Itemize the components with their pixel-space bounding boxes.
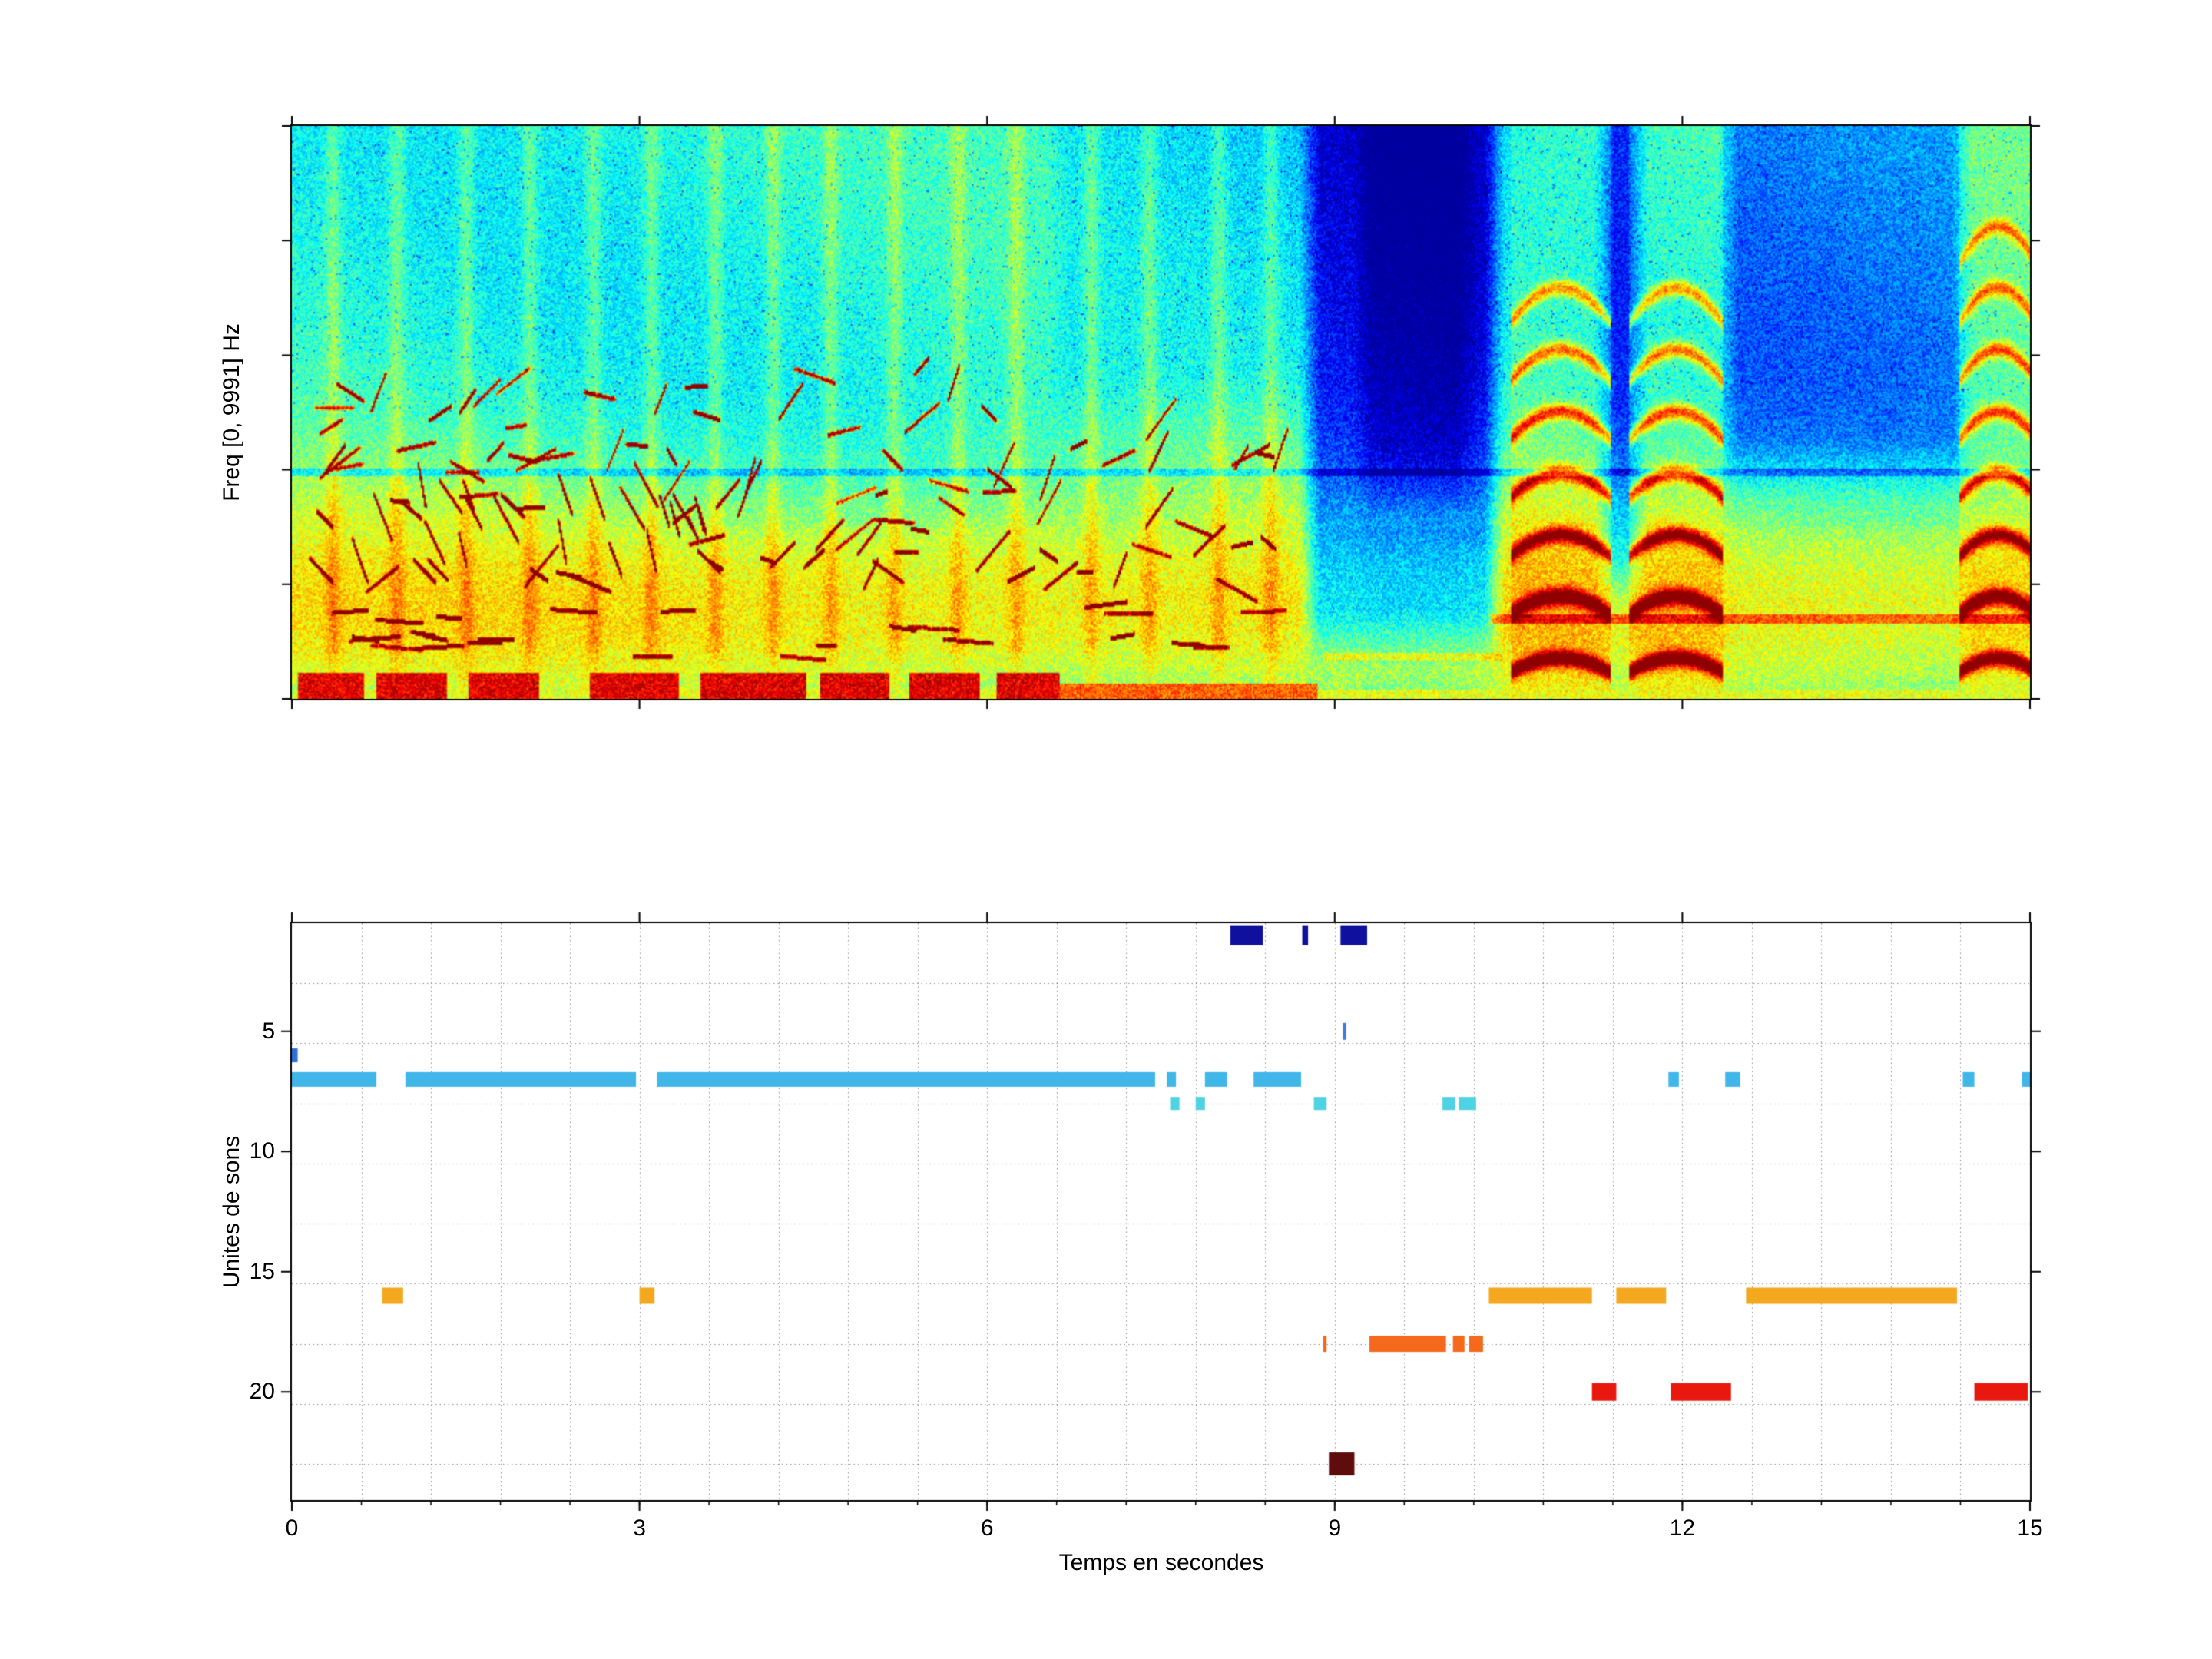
spectrogram-canvas	[280, 114, 2042, 711]
x-tick-label: 9	[1328, 1515, 1342, 1541]
x-tick-label: 12	[1669, 1515, 1696, 1541]
units-chart-canvas	[280, 911, 2042, 1512]
spectrogram-ylabel: Freq [0, 9991] Hz	[219, 323, 244, 502]
x-tick-label: 0	[285, 1515, 299, 1541]
y-tick-label: 5	[262, 1018, 275, 1044]
units-chart-xlabel: Temps en secondes	[1058, 1550, 1264, 1575]
x-tick-label: 3	[633, 1515, 646, 1541]
x-tick-label: 6	[980, 1515, 994, 1541]
y-tick-label: 15	[249, 1258, 275, 1284]
y-tick-label: 10	[249, 1138, 275, 1164]
x-tick-label: 15	[2017, 1515, 2043, 1541]
y-tick-label: 20	[249, 1379, 275, 1405]
